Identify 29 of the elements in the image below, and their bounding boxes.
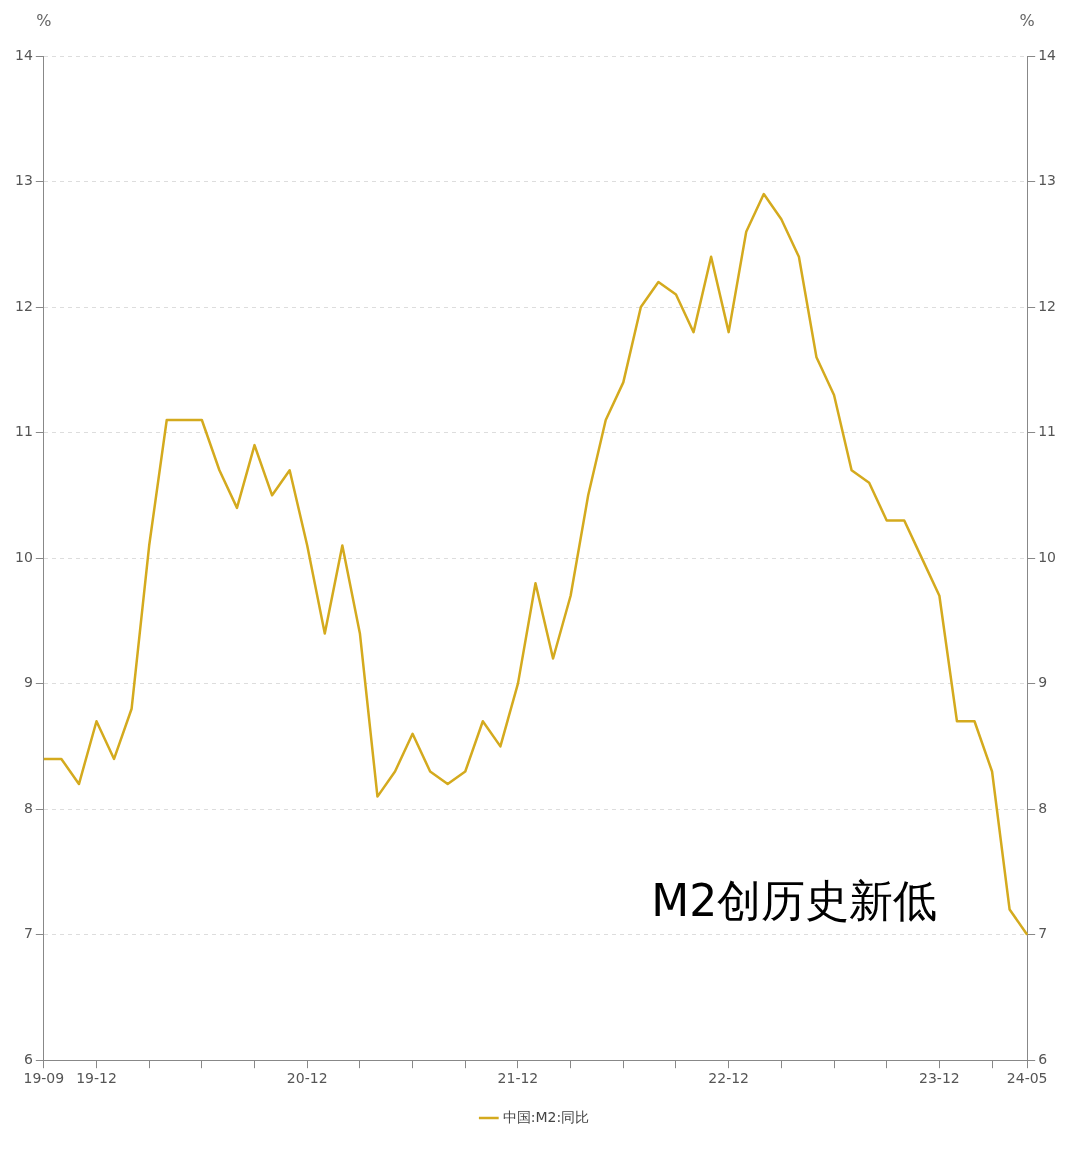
x-tick-label: 19-12 xyxy=(76,1070,117,1087)
x-tick-label: 22-12 xyxy=(708,1070,750,1087)
y2-tick-label: 9 xyxy=(1038,674,1048,691)
y2-tick-label: 10 xyxy=(1038,548,1057,565)
annotation: M2创历史新低 xyxy=(651,874,938,926)
x-tick-label: 20-12 xyxy=(286,1070,328,1087)
y-tick-label: 12 xyxy=(14,297,33,314)
x-tick-label: 21-12 xyxy=(497,1070,539,1087)
y-tick-label: 10 xyxy=(14,548,33,565)
y2-tick-label: 12 xyxy=(1038,297,1057,314)
y2-tick-label: 8 xyxy=(1038,799,1048,816)
x-tick-label: 23-12 xyxy=(919,1070,960,1087)
y-tick-label: 9 xyxy=(23,674,33,691)
y2-tick-label: 13 xyxy=(1038,172,1057,189)
y2-tick-label: 14 xyxy=(1038,46,1057,63)
y-tick-label: 11 xyxy=(14,423,33,440)
y-tick-label: 8 xyxy=(23,799,33,816)
y2-tick-label: 7 xyxy=(1038,925,1048,942)
y2-tick-label: 6 xyxy=(1038,1050,1048,1067)
y-tick-label: 7 xyxy=(23,925,33,942)
y-tick-label: 13 xyxy=(14,172,33,189)
y2-axis-title: % xyxy=(1019,11,1035,31)
y2-tick-label: 11 xyxy=(1038,423,1057,440)
y-tick-label: 14 xyxy=(14,46,33,63)
x-tick-label: 19-09 xyxy=(23,1070,65,1087)
y-axis-title: % xyxy=(36,11,52,31)
y-tick-label: 6 xyxy=(23,1050,33,1067)
x-tick-label: 24-05 xyxy=(1006,1070,1048,1087)
legend-label: 中国:M2:同比 xyxy=(502,1108,590,1125)
